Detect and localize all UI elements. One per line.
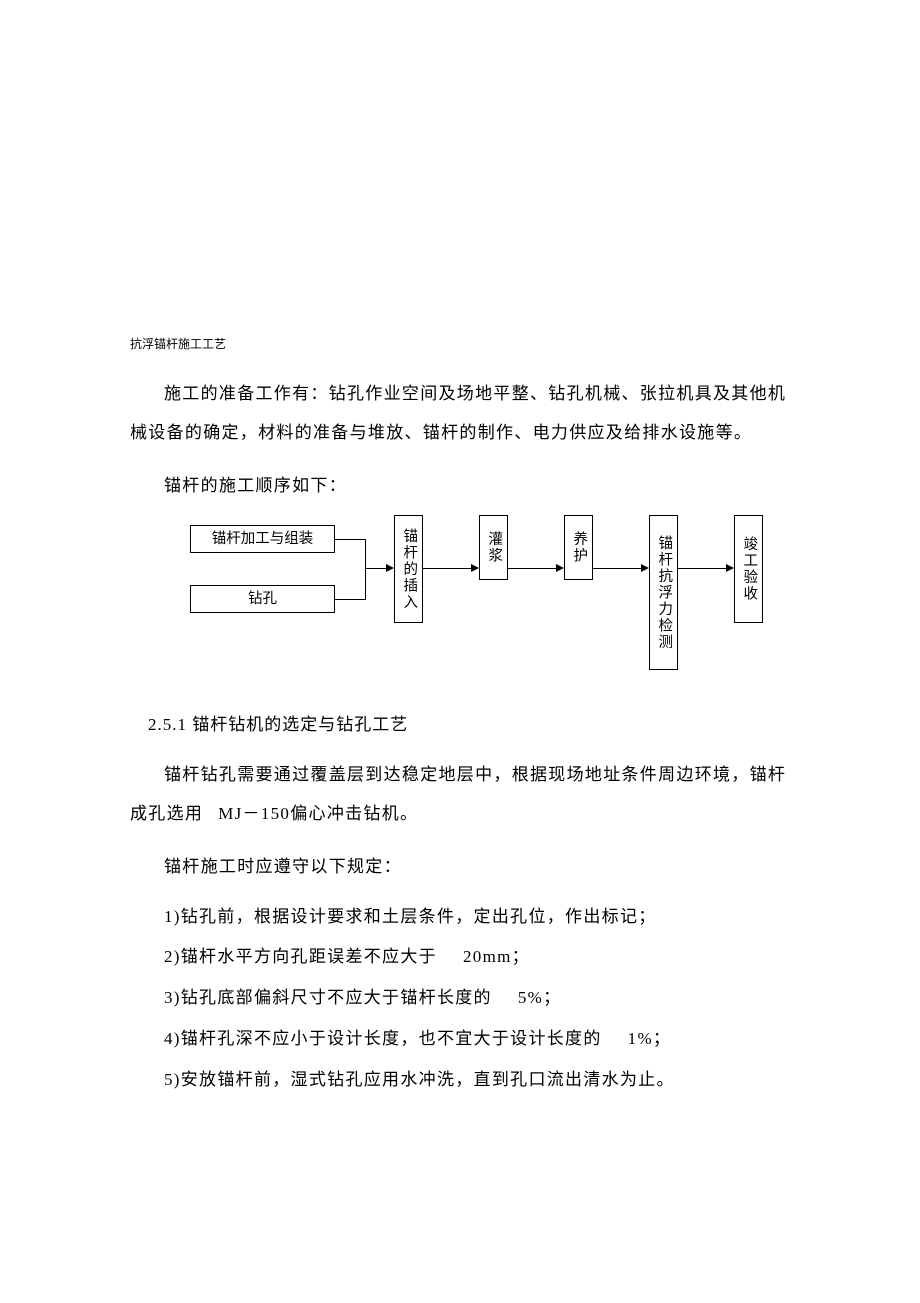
flow-line bbox=[335, 539, 365, 540]
arrow-head bbox=[641, 564, 649, 572]
rule-text: 4)锚杆孔深不应小于设计长度，也不宜大于设计长度的 bbox=[164, 1029, 602, 1048]
rules-title: 锚杆施工时应遵守以下规定： bbox=[130, 847, 790, 886]
flow-box-assembly: 锚杆加工与组装 bbox=[190, 525, 335, 553]
section-251-title: 2.5.1 锚杆钻机的选定与钻孔工艺 bbox=[148, 710, 790, 735]
flow-line bbox=[508, 568, 556, 569]
rule-item-4: 4)锚杆孔深不应小于设计长度，也不宜大于设计长度的 1%； bbox=[130, 1019, 790, 1060]
arrow-head bbox=[386, 564, 394, 572]
flow-line bbox=[423, 568, 471, 569]
flow-line bbox=[365, 539, 366, 600]
flow-line bbox=[593, 568, 641, 569]
flow-line bbox=[365, 568, 386, 569]
arrow-head bbox=[726, 564, 734, 572]
arrow-head bbox=[471, 564, 479, 572]
flow-box-acceptance: 竣工验收 bbox=[734, 515, 763, 623]
rule-item-1: 1)钻孔前，根据设计要求和土层条件，定出孔位，作出标记； bbox=[130, 897, 790, 938]
sequence-title: 锚杆的施工顺序如下： bbox=[130, 466, 790, 505]
rule-value: 5%； bbox=[518, 988, 562, 1007]
section-251-paragraph1: 锚杆钻孔需要通过覆盖层到达稳定地层中，根据现场地址条件周边环境，锚杆成孔选用MJ… bbox=[130, 755, 790, 833]
flow-box-testing: 锚杆抗浮力检测 bbox=[649, 515, 678, 670]
flow-box-curing: 养护 bbox=[564, 515, 593, 580]
flow-line bbox=[678, 568, 726, 569]
rule-item-2: 2)锚杆水平方向孔距误差不应大于 20mm； bbox=[130, 937, 790, 978]
flow-box-drilling: 钻孔 bbox=[190, 585, 335, 613]
rule-value: 20mm； bbox=[463, 947, 530, 966]
arrow-head bbox=[556, 564, 564, 572]
rule-item-3: 3)钻孔底部偏斜尺寸不应大于锚杆长度的 5%； bbox=[130, 978, 790, 1019]
flow-box-grouting: 灌浆 bbox=[479, 515, 508, 580]
header-text: 抗浮锚杆施工工艺 bbox=[130, 335, 790, 352]
intro-paragraph: 施工的准备工作有：钻孔作业空间及场地平整、钻孔机械、张拉机具及其他机械设备的确定… bbox=[130, 374, 790, 452]
rule-text: 2)锚杆水平方向孔距误差不应大于 bbox=[164, 947, 437, 966]
flowchart: 锚杆加工与组装 钻孔 锚杆的插入 灌浆 养护 锚杆抗浮力检测 竣工验收 bbox=[165, 515, 805, 695]
rule-text: 3)钻孔底部偏斜尺寸不应大于锚杆长度的 bbox=[164, 988, 492, 1007]
flow-line bbox=[335, 599, 365, 600]
text-part2: MJ－150偏心冲击钻机。 bbox=[218, 804, 418, 823]
flow-box-insert: 锚杆的插入 bbox=[394, 515, 423, 623]
rule-item-5: 5)安放锚杆前，湿式钻孔应用水冲洗，直到孔口流出清水为止。 bbox=[130, 1060, 790, 1101]
rule-value: 1%； bbox=[628, 1029, 672, 1048]
